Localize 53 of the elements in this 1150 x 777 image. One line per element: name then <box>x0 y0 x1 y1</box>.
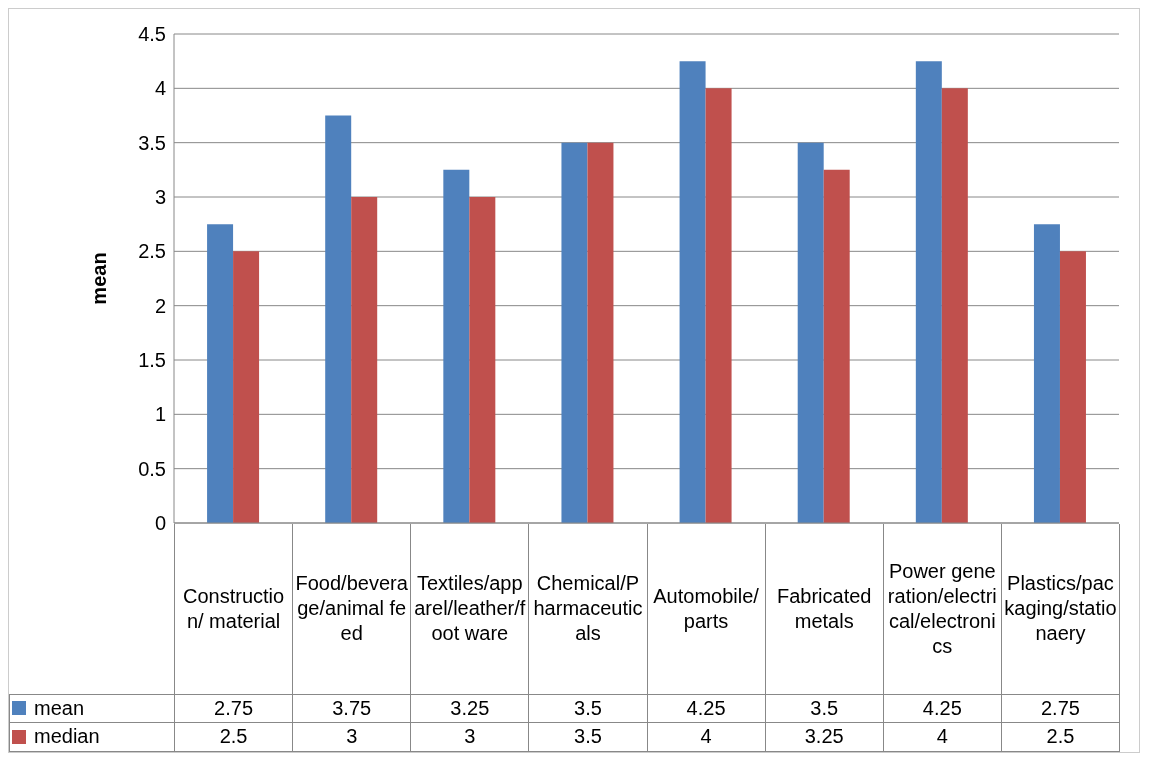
data-label: 4 <box>647 722 766 751</box>
y-tick-label: 0.5 <box>138 457 166 480</box>
legend-label: mean <box>34 696 85 720</box>
x-tick-label: Power generation/electrical/electronics <box>887 559 997 657</box>
data-label: 4.25 <box>647 694 766 723</box>
y-tick-label: 1 <box>154 403 166 426</box>
data-label: 2.5 <box>174 722 293 751</box>
bar <box>469 197 496 523</box>
bar <box>587 142 614 523</box>
data-label: 3.75 <box>292 694 411 723</box>
y-tick-label: 2 <box>154 294 166 317</box>
x-tick-label: Plastics/packaging/stationaery <box>1004 572 1117 645</box>
data-label: 2.5 <box>1001 722 1120 751</box>
x-tick-label: Automobile/parts <box>653 584 759 632</box>
bar <box>941 88 968 523</box>
data-label: 3.5 <box>765 694 884 723</box>
data-label: 3.5 <box>528 722 647 751</box>
bar <box>207 224 234 523</box>
data-label: 3 <box>292 722 411 751</box>
y-tick-label: 2.5 <box>138 240 166 263</box>
y-tick-label: 3 <box>154 186 166 209</box>
bar <box>1059 251 1086 523</box>
data-label: 2.75 <box>1001 694 1120 723</box>
bar <box>705 88 732 523</box>
x-tick-label: Fabricated metals <box>776 584 872 632</box>
bar <box>233 251 260 523</box>
y-tick-label: 1.5 <box>138 349 166 372</box>
y-tick-label: 0 <box>154 512 166 535</box>
data-label: 4 <box>883 722 1002 751</box>
x-tick-label: Food/beverage/animal feed <box>295 572 408 645</box>
bar <box>561 142 588 523</box>
data-label: 3 <box>410 722 529 751</box>
x-tick-label: Textiles/apparel/leather/foot ware <box>414 572 526 645</box>
y-tick-label: 3.5 <box>138 131 166 154</box>
x-tick-label: Construction/ material <box>182 584 285 632</box>
x-tick-label: Chemical/Pharmaceuticals <box>533 572 643 645</box>
bar <box>679 61 706 523</box>
bar <box>351 197 378 523</box>
bar <box>797 142 824 523</box>
data-label: 4.25 <box>883 694 1002 723</box>
legend-label: median <box>34 725 100 748</box>
y-axis-title: mean <box>88 252 111 305</box>
bar <box>823 169 850 523</box>
data-label: 3.5 <box>528 694 647 723</box>
data-label: 2.75 <box>174 694 293 723</box>
data-label: 3.25 <box>410 694 529 723</box>
data-label: 3.25 <box>765 722 884 751</box>
y-tick-label: 4.5 <box>138 23 166 46</box>
bar <box>915 61 942 523</box>
bar <box>443 169 470 523</box>
y-tick-label: 4 <box>154 77 166 100</box>
bar <box>1033 224 1060 523</box>
bar <box>325 115 352 523</box>
